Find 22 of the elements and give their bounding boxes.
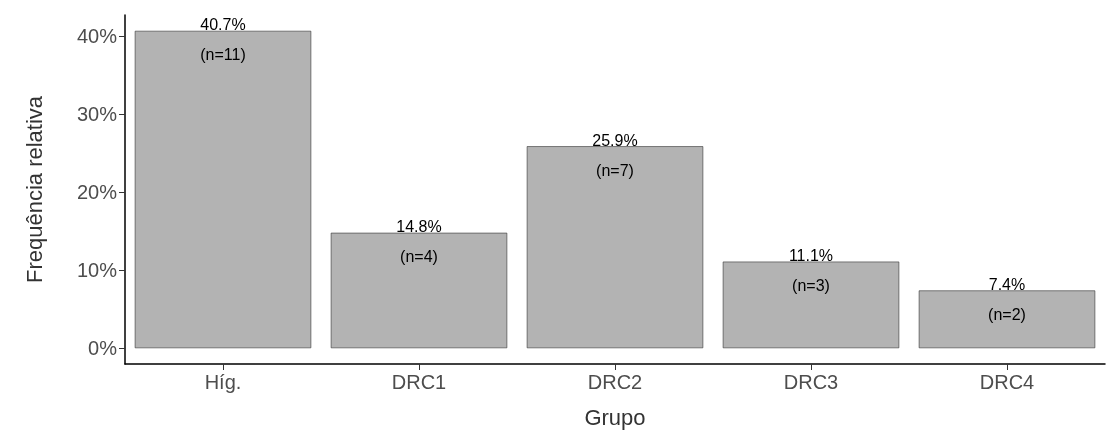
x-tick-label: DRC3 [783,371,839,393]
data-label: 40.7% (n=11) [200,16,246,64]
data-label: 25.9% (n=7) [592,131,638,179]
bar [526,146,704,349]
x-tick-label: Híg. [204,371,242,393]
bar [722,261,900,349]
y-tick-label: 20% [76,181,118,204]
y-tick-label: 30% [76,103,118,126]
data-label: 7.4% (n=2) [988,275,1026,323]
x-tick-label: DRC2 [587,371,643,393]
data-label: 14.8% (n=4) [396,218,442,266]
data-label: 11.1% (n=3) [788,247,834,295]
y-tick-label: 40% [76,25,118,48]
x-tick-label: DRC1 [391,371,447,393]
y-tick-label: 0% [88,337,118,360]
x-tick-label: DRC4 [979,371,1035,393]
bar [134,30,312,349]
bar [330,232,508,349]
y-tick-label: 10% [76,259,118,282]
bar [918,290,1096,349]
x-axis-title: Grupo [584,404,646,430]
y-axis-title: Frequência relativa [21,95,47,284]
